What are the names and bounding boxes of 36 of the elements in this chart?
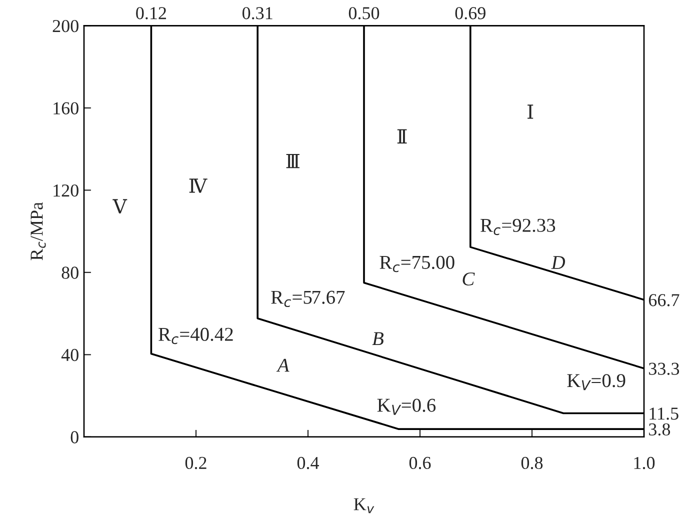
x2-tick-label: 0.50 — [348, 7, 380, 20]
annotation: Ⅴ — [112, 199, 128, 214]
annotation: K$_{V}$=0.6 — [377, 398, 436, 415]
annotation: R$_{c}$=75.00 — [380, 256, 454, 272]
x-tick-label: 0.6 — [409, 456, 431, 470]
x-axis-title: K$_{v}$ — [354, 498, 374, 514]
y-tick-label: 0 — [70, 431, 78, 444]
x-tick-label: 0.4 — [297, 456, 320, 470]
annotation: Ⅳ — [189, 178, 208, 193]
y2-tick-label: 3.8 — [649, 423, 670, 436]
y-tick-label: 200 — [52, 20, 78, 32]
annotation: Ⅲ — [286, 154, 300, 168]
x2-tick-label: 0.69 — [455, 7, 486, 20]
annotation: R$_{c}$=92.33 — [480, 218, 556, 236]
annotation: R$_{c}$=40.42 — [158, 328, 233, 344]
y-tick-label: 120 — [54, 184, 78, 197]
y-tick-label: 40 — [61, 348, 78, 362]
annotation: D — [551, 256, 566, 269]
annotation: Ⅰ — [528, 104, 534, 119]
annotation: A — [276, 358, 290, 372]
y2-tick-label: 33.3 — [649, 362, 680, 375]
annotation: C — [462, 272, 475, 286]
y-axis-title: R$_{c}$/MPa — [30, 202, 46, 260]
y2-tick-label: 66.7 — [648, 294, 680, 306]
x-tick-label: 0.2 — [185, 456, 206, 470]
annotation: R$_{c}$=57.67 — [271, 290, 345, 308]
y-tick-label: 80 — [62, 266, 78, 279]
x-tick-label: 1.0 — [634, 456, 655, 470]
annotation: Ⅱ — [397, 129, 407, 144]
annotation: K$_{V}$=0.9 — [567, 374, 626, 390]
y2-tick-label: 11.5 — [650, 408, 678, 420]
x2-tick-label: 0.31 — [242, 7, 272, 20]
x-tick-label: 0.8 — [521, 456, 543, 470]
annotation: B — [372, 332, 384, 345]
x2-tick-label: 0.12 — [136, 7, 166, 20]
y-tick-label: 160 — [54, 102, 78, 114]
